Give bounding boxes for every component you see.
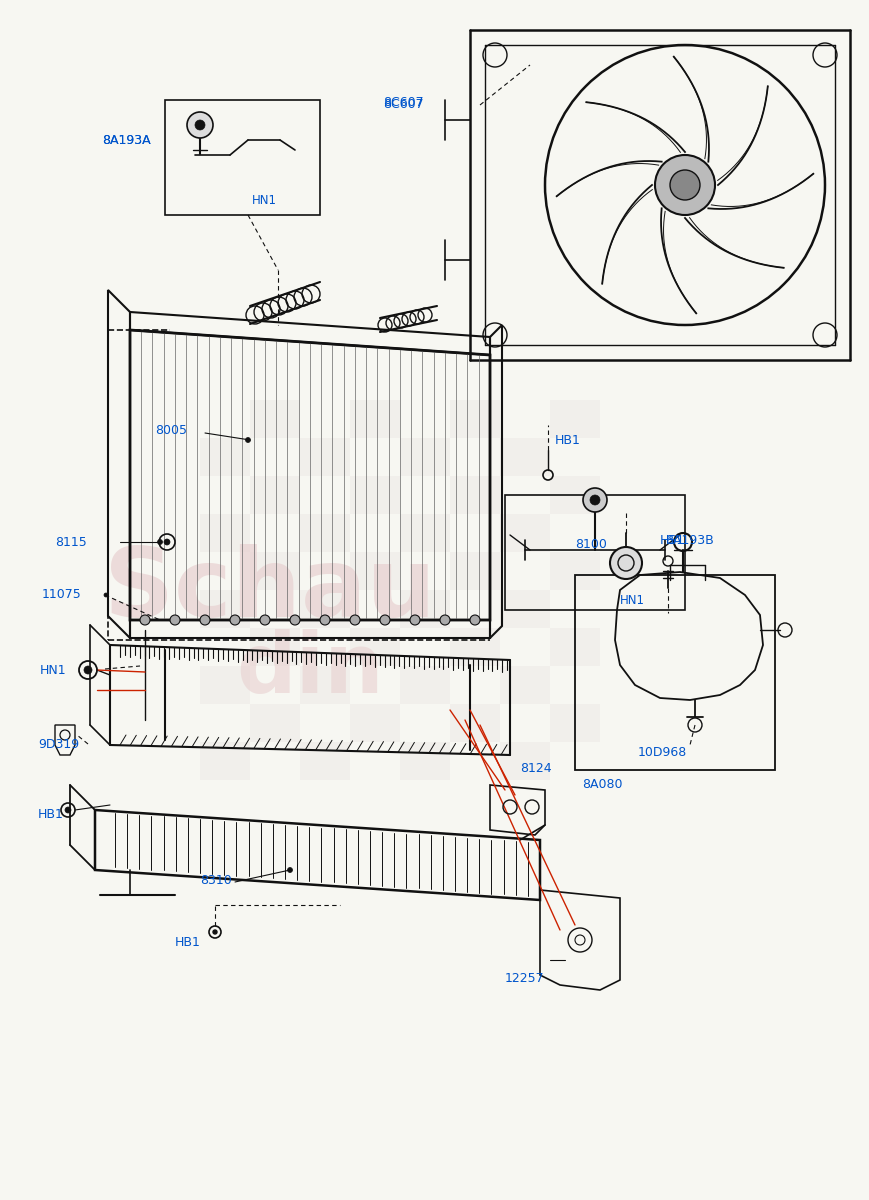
Circle shape bbox=[287, 868, 292, 872]
Bar bbox=[200, 514, 249, 552]
Circle shape bbox=[229, 614, 240, 625]
Circle shape bbox=[409, 614, 420, 625]
Text: 8310: 8310 bbox=[200, 874, 231, 887]
Text: Schau: Schau bbox=[104, 544, 435, 636]
Bar bbox=[400, 742, 449, 780]
Text: 8A193A: 8A193A bbox=[102, 133, 150, 146]
Circle shape bbox=[349, 614, 360, 625]
Bar bbox=[449, 628, 500, 666]
Circle shape bbox=[169, 614, 180, 625]
Bar bbox=[500, 666, 549, 704]
Bar bbox=[349, 704, 400, 742]
Text: HB1: HB1 bbox=[554, 433, 580, 446]
Text: 9D319: 9D319 bbox=[38, 738, 79, 751]
Text: din: din bbox=[235, 630, 383, 710]
Bar bbox=[500, 590, 549, 628]
Text: HN1: HN1 bbox=[252, 193, 276, 206]
Text: 8115: 8115 bbox=[55, 535, 87, 548]
Circle shape bbox=[582, 488, 607, 512]
Circle shape bbox=[140, 614, 149, 625]
Text: 8005: 8005 bbox=[155, 424, 187, 437]
Bar bbox=[449, 476, 500, 514]
Bar bbox=[549, 476, 600, 514]
Bar bbox=[400, 438, 449, 476]
Text: HB1: HB1 bbox=[175, 936, 201, 949]
Bar bbox=[300, 742, 349, 780]
Text: 8124: 8124 bbox=[520, 762, 551, 774]
Text: 8A193A: 8A193A bbox=[102, 133, 150, 146]
Text: HS1: HS1 bbox=[660, 534, 685, 546]
Bar bbox=[549, 628, 600, 666]
Text: HN1: HN1 bbox=[620, 594, 644, 606]
Circle shape bbox=[187, 112, 213, 138]
Bar bbox=[449, 552, 500, 590]
Text: 10D968: 10D968 bbox=[637, 746, 687, 760]
Bar bbox=[200, 666, 249, 704]
Circle shape bbox=[320, 614, 329, 625]
Circle shape bbox=[84, 666, 92, 674]
Bar bbox=[249, 704, 300, 742]
Bar bbox=[449, 400, 500, 438]
Bar bbox=[504, 494, 684, 610]
Bar bbox=[349, 476, 400, 514]
Bar bbox=[249, 552, 300, 590]
Bar bbox=[249, 628, 300, 666]
Circle shape bbox=[195, 120, 205, 130]
Bar bbox=[549, 400, 600, 438]
Bar bbox=[200, 590, 249, 628]
Bar bbox=[300, 438, 349, 476]
Bar bbox=[349, 628, 400, 666]
Circle shape bbox=[245, 438, 250, 443]
Bar bbox=[200, 742, 249, 780]
Text: 8C607: 8C607 bbox=[382, 98, 423, 112]
Bar bbox=[400, 666, 449, 704]
Text: HB1: HB1 bbox=[38, 809, 63, 822]
Bar bbox=[549, 704, 600, 742]
Circle shape bbox=[589, 494, 600, 505]
Bar bbox=[300, 666, 349, 704]
Circle shape bbox=[654, 155, 714, 215]
Bar bbox=[300, 514, 349, 552]
Circle shape bbox=[200, 614, 209, 625]
Circle shape bbox=[104, 593, 108, 596]
Circle shape bbox=[213, 930, 216, 934]
Circle shape bbox=[440, 614, 449, 625]
Bar bbox=[400, 514, 449, 552]
Bar bbox=[249, 400, 300, 438]
Bar bbox=[574, 575, 774, 770]
Bar bbox=[500, 514, 549, 552]
Circle shape bbox=[260, 614, 269, 625]
Bar bbox=[300, 590, 349, 628]
Bar bbox=[165, 100, 320, 215]
Text: HN1: HN1 bbox=[40, 664, 67, 677]
Circle shape bbox=[380, 614, 389, 625]
Text: 8A080: 8A080 bbox=[581, 779, 622, 792]
Bar bbox=[549, 552, 600, 590]
Circle shape bbox=[669, 170, 700, 200]
Bar bbox=[400, 590, 449, 628]
Bar bbox=[349, 552, 400, 590]
Text: 8C607: 8C607 bbox=[382, 96, 423, 108]
Circle shape bbox=[469, 614, 480, 625]
Text: 8100: 8100 bbox=[574, 539, 607, 552]
Text: 11075: 11075 bbox=[42, 588, 82, 601]
Circle shape bbox=[164, 539, 169, 545]
Circle shape bbox=[157, 540, 163, 545]
Circle shape bbox=[609, 547, 641, 578]
Text: 12257: 12257 bbox=[504, 972, 544, 984]
Text: 8A193B: 8A193B bbox=[664, 534, 713, 546]
Circle shape bbox=[65, 806, 71, 814]
Bar bbox=[500, 438, 549, 476]
Bar bbox=[449, 704, 500, 742]
Bar bbox=[200, 438, 249, 476]
Bar bbox=[500, 742, 549, 780]
Bar bbox=[249, 476, 300, 514]
Circle shape bbox=[289, 614, 300, 625]
Bar bbox=[349, 400, 400, 438]
